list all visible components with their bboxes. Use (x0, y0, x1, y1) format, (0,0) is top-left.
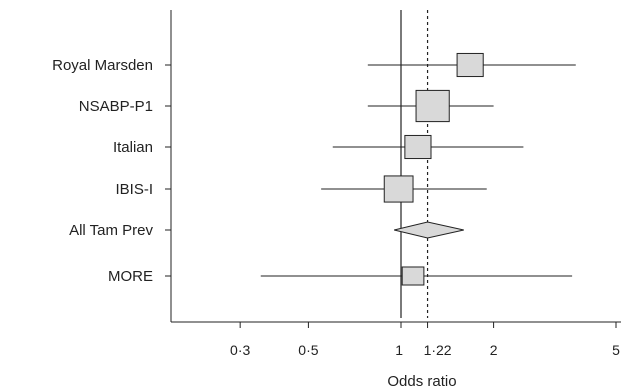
reference-lines (400, 10, 429, 318)
pooled-diamond (394, 221, 464, 239)
pooled-row: All Tam Prev (69, 221, 464, 239)
study-rows: Royal Marsden NSABP-P1 Italian IBIS-I All Ta… (52, 52, 576, 286)
study-label: All Tam Prev (69, 222, 153, 239)
x-axis-ticks: 0·3 0·5 1 1·22 2 5 (230, 322, 620, 358)
effect-box (456, 52, 484, 78)
effect-box (401, 266, 425, 286)
x-tick-label: 0·5 (298, 342, 318, 358)
study-row: MORE (108, 266, 573, 286)
x-axis-title: Odds ratio (387, 373, 456, 390)
study-row: IBIS-I (115, 175, 487, 203)
x-tick-label: 0·3 (230, 342, 250, 358)
axes (170, 10, 621, 323)
effect-box (383, 175, 414, 203)
study-row: Italian (113, 134, 524, 160)
study-label: IBIS-I (115, 181, 153, 198)
effect-box (415, 89, 450, 123)
x-tick-label: 1 (395, 342, 403, 358)
study-row: Royal Marsden (52, 52, 576, 78)
effect-box (404, 134, 432, 160)
study-label: Italian (113, 139, 153, 156)
x-tick-label: 2 (490, 342, 498, 358)
study-row: NSABP-P1 (79, 89, 494, 123)
x-tick-label: 1·22 (424, 342, 452, 358)
study-label: NSABP-P1 (79, 98, 153, 115)
study-label: MORE (108, 268, 153, 285)
x-tick-label: 5 (612, 342, 620, 358)
study-label: Royal Marsden (52, 57, 153, 74)
